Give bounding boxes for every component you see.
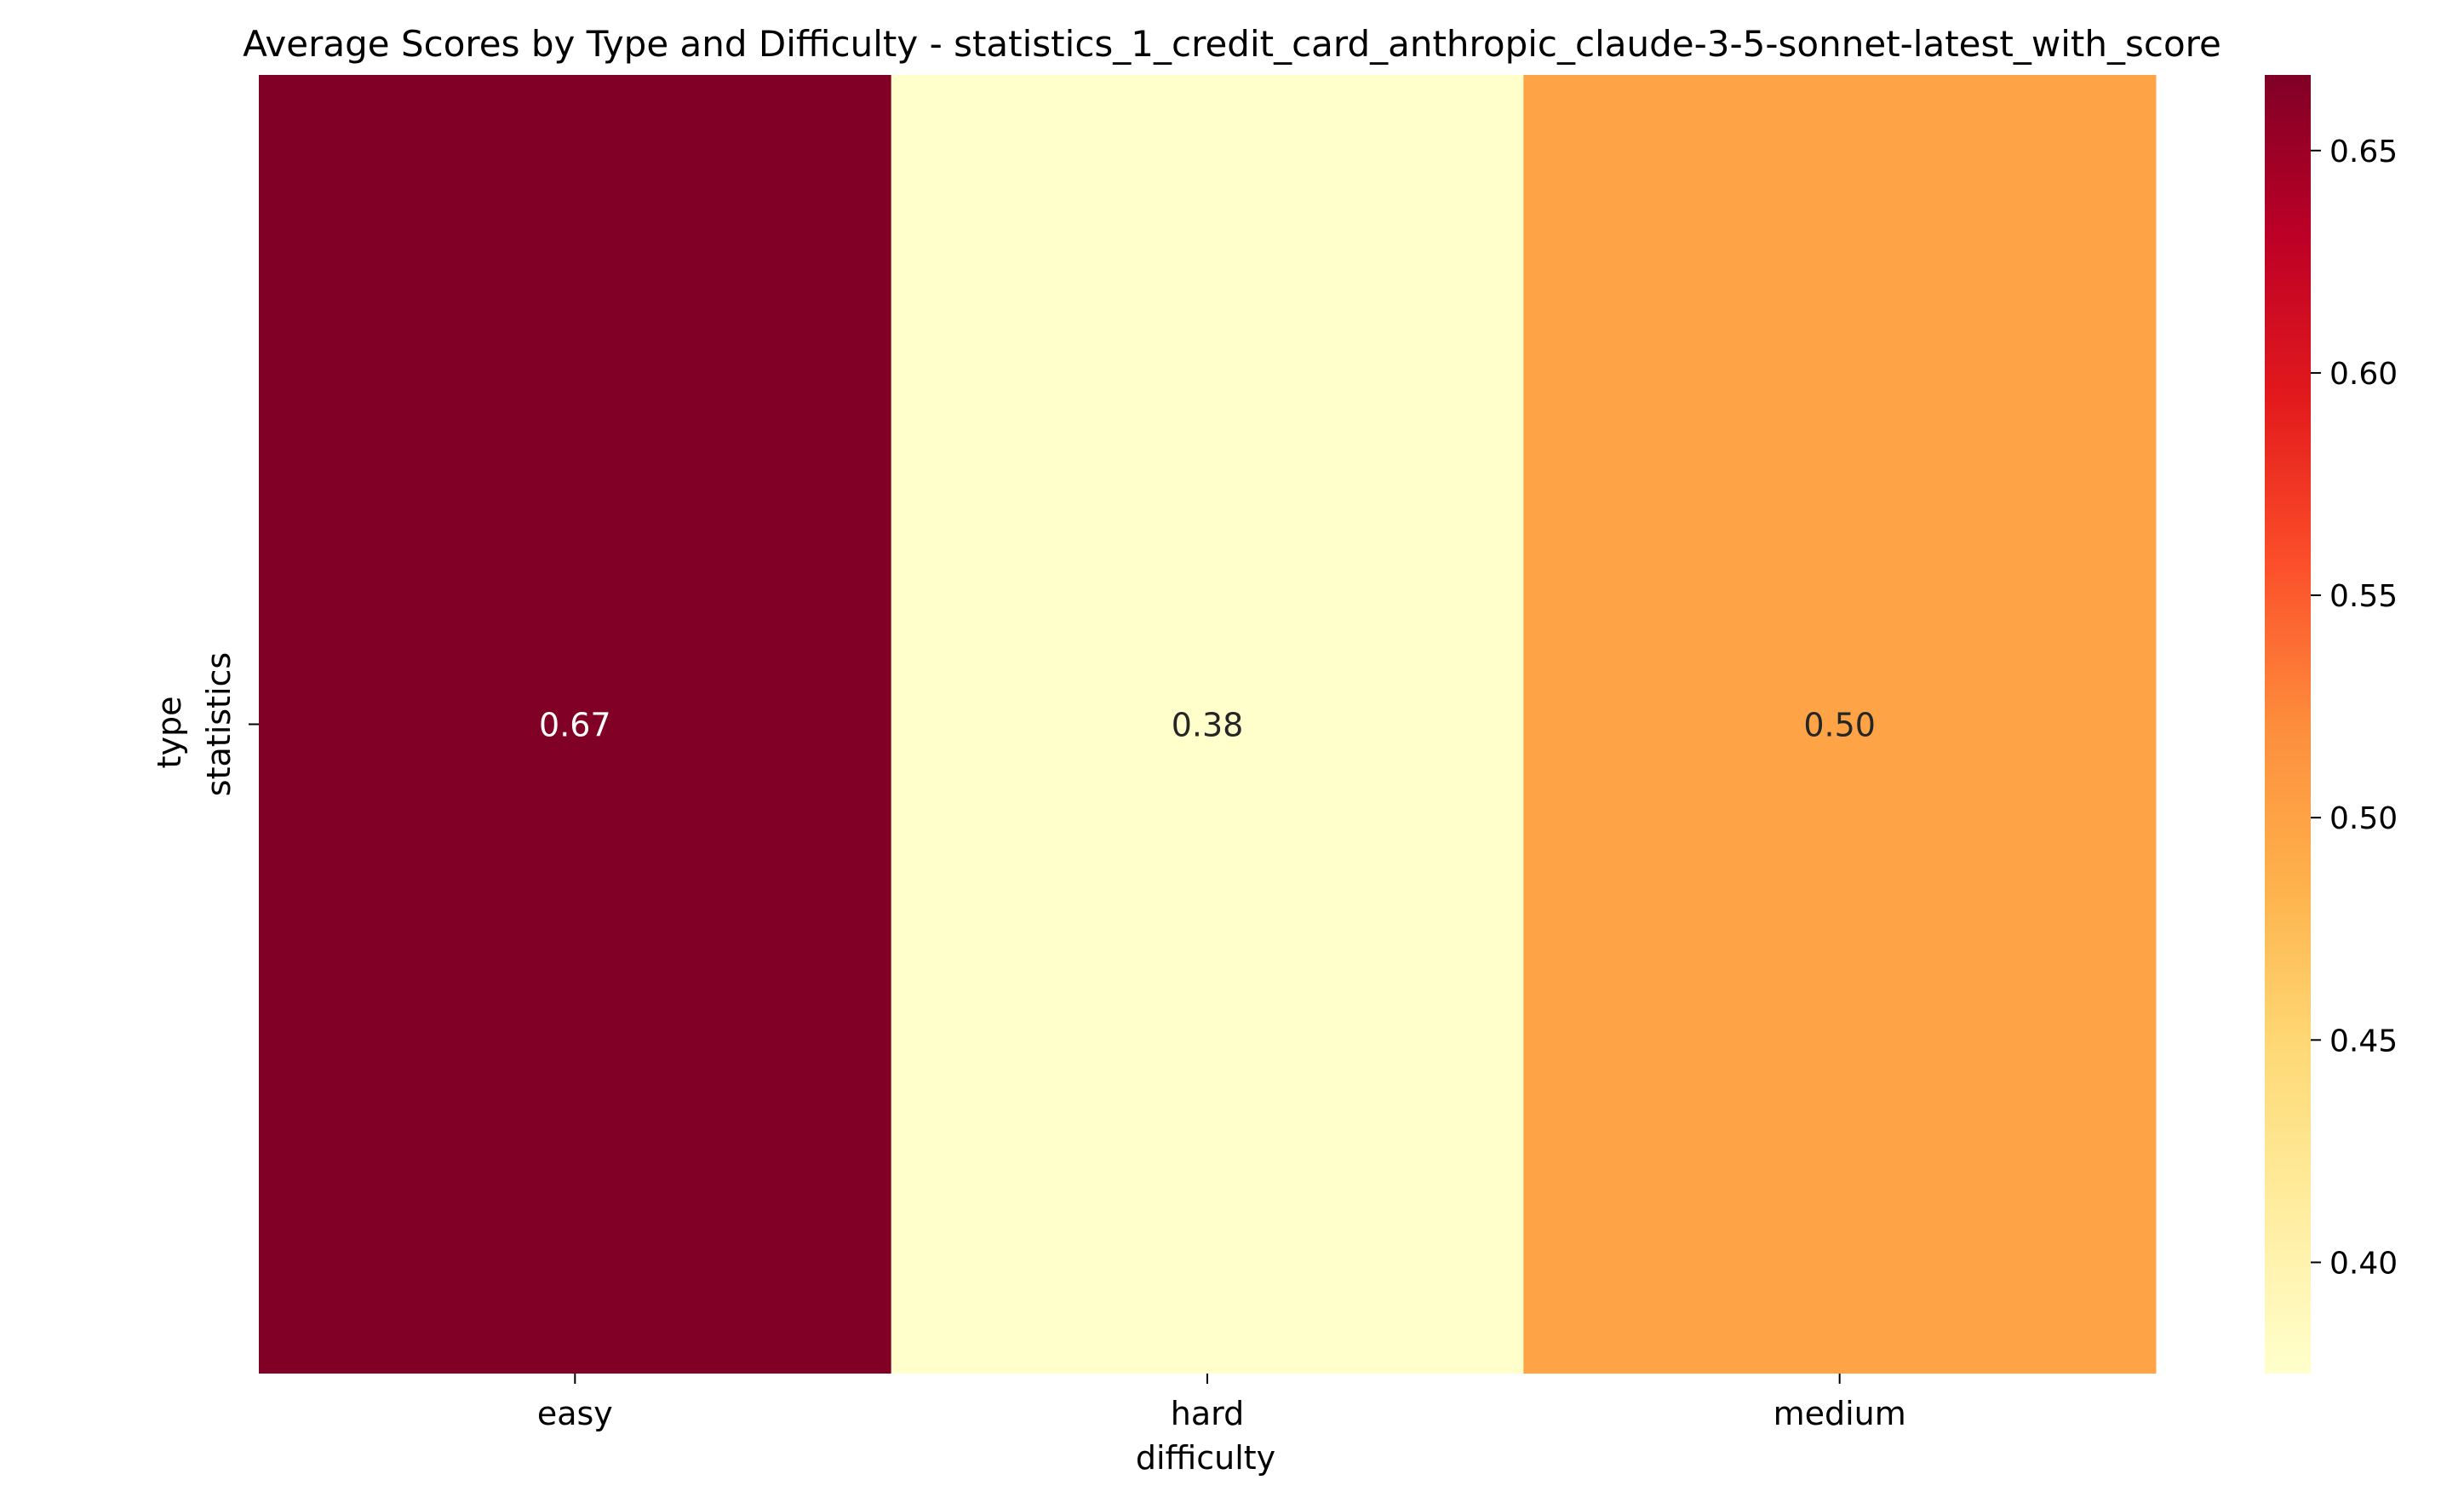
colorbar-tick-label: 0.60 <box>2329 357 2398 392</box>
heatmap-cell-labels: 0.67 0.38 0.50 <box>539 707 1876 744</box>
heatmap-cell-medium <box>1523 75 2157 1374</box>
y-tick-label: statistics <box>200 652 238 796</box>
x-tick-label: medium <box>1774 1395 1906 1432</box>
x-tick-label: hard <box>1171 1395 1244 1432</box>
cell-value-label: 0.50 <box>1803 707 1876 744</box>
y-axis-label: type <box>151 697 188 769</box>
x-axis-label: difficulty <box>1136 1439 1275 1477</box>
colorbar-tick-label: 0.40 <box>2329 1246 2398 1281</box>
colorbar-tick-label: 0.45 <box>2329 1024 2398 1058</box>
heatmap-cells <box>259 75 2157 1374</box>
colorbar-tick-label: 0.65 <box>2329 135 2398 169</box>
colorbar-tick-label: 0.55 <box>2329 579 2398 614</box>
heatmap-cell-easy <box>259 75 892 1374</box>
chart-title: Average Scores by Type and Difficulty - … <box>243 23 2221 65</box>
x-tick-label: easy <box>537 1395 613 1432</box>
y-axis: statistics <box>200 652 259 796</box>
colorbar-ticks: 0.40 0.45 0.50 0.55 0.60 0.65 <box>2311 135 2398 1281</box>
x-axis: easy hard medium <box>537 1374 1906 1432</box>
colorbar <box>2265 75 2311 1374</box>
cell-value-label: 0.67 <box>539 707 611 744</box>
heatmap-cell-hard <box>891 75 1524 1374</box>
cell-value-label: 0.38 <box>1172 707 1244 744</box>
colorbar-tick-label: 0.50 <box>2329 801 2398 836</box>
